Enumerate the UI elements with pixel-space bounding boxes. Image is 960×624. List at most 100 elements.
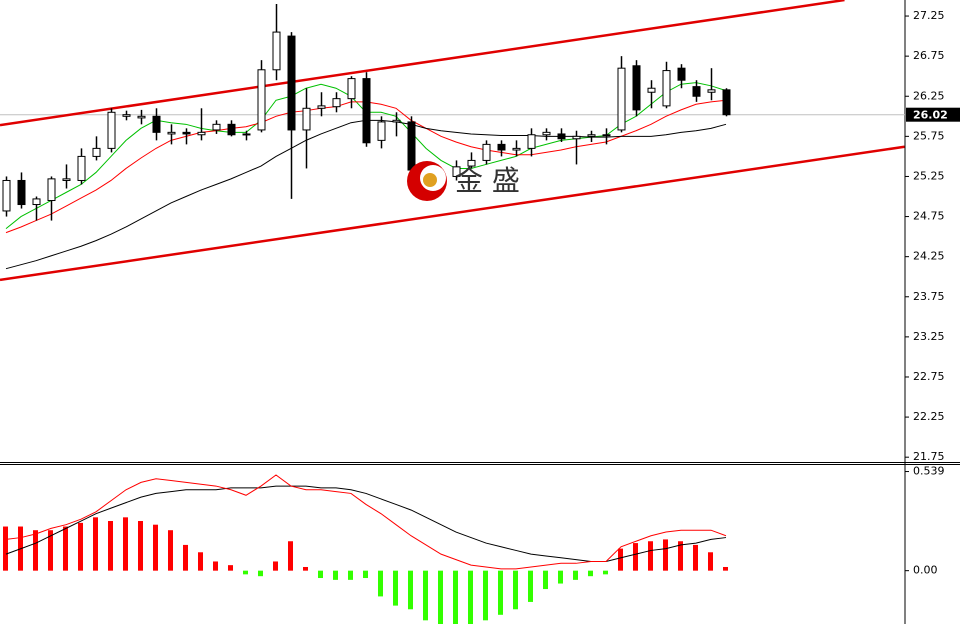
candle-body (542, 131, 551, 136)
histogram-bar (288, 541, 293, 571)
histogram-bar (153, 524, 158, 571)
candle-body (512, 147, 521, 151)
y-tick-label: 0.00 (913, 564, 938, 577)
y-tick-label: 22.75 (913, 370, 945, 383)
candle-body (602, 134, 611, 137)
candle-body (317, 105, 326, 109)
y-tick-label: 21.75 (913, 450, 945, 463)
histogram-bar (198, 552, 203, 571)
histogram-bar (603, 570, 608, 575)
candle-body (662, 70, 671, 107)
macd-pane (3, 474, 728, 624)
histogram-bar (618, 548, 623, 571)
histogram-bar (693, 544, 698, 571)
candle-body (392, 119, 401, 123)
histogram-bar (123, 517, 128, 571)
histogram-bar (348, 570, 353, 580)
histogram-bar (723, 566, 728, 571)
histogram-bar (93, 517, 98, 571)
histogram-bar (708, 552, 713, 571)
candle-body (677, 67, 686, 81)
histogram-bar (33, 530, 38, 571)
histogram-bar (378, 570, 383, 597)
candle-body (527, 134, 536, 149)
histogram-bar (663, 539, 668, 571)
histogram-bar (363, 570, 368, 579)
candle-body (332, 98, 341, 108)
y-tick-label: 25.75 (913, 129, 945, 142)
y-tick-label: 26.75 (913, 49, 945, 62)
y-tick-label: 26.25 (913, 89, 945, 102)
candle-body (182, 131, 191, 135)
watermark: 金 盛 (407, 161, 520, 201)
histogram-bar (138, 521, 143, 571)
last-price-label: 26.02 (913, 109, 948, 122)
candle-body (212, 123, 221, 131)
y-tick-label: 23.75 (913, 290, 945, 303)
histogram-bar (213, 561, 218, 571)
histogram-bar (3, 526, 8, 571)
histogram-bar (243, 570, 248, 575)
histogram-bar (273, 561, 278, 571)
histogram-bar (63, 526, 68, 571)
y-tick-label: 22.25 (913, 410, 945, 423)
candle-body (722, 89, 731, 116)
candle-body (482, 143, 491, 161)
histogram-bar (558, 570, 563, 584)
candle-body (32, 198, 41, 206)
histogram-bar (483, 570, 488, 621)
histogram-bar (543, 570, 548, 590)
last-price-box (906, 107, 960, 122)
histogram-bar (303, 566, 308, 571)
y-tick-label: 25.25 (913, 169, 945, 182)
candle-body (152, 115, 161, 133)
candle-body (647, 87, 656, 93)
histogram-bar (78, 522, 83, 571)
histogram-bar (48, 530, 53, 571)
histogram-bar (648, 541, 653, 571)
candle-body (197, 131, 206, 136)
candle-body (302, 107, 311, 131)
candle-body (272, 31, 281, 71)
histogram-bar (528, 570, 533, 602)
trendline (0, 145, 905, 282)
histogram-bar (438, 570, 443, 624)
candle-body (47, 178, 56, 202)
y-tick-label: 0.539 (913, 465, 945, 478)
histogram-bar (588, 570, 593, 577)
histogram-bar (393, 570, 398, 606)
candle-body (167, 131, 176, 135)
macd-line (5, 474, 727, 570)
candle-body (497, 143, 506, 151)
candle-body (287, 35, 296, 131)
y-tick-label: 27.25 (913, 9, 945, 22)
candle-body (587, 134, 596, 137)
candle-body (617, 67, 626, 131)
candle-body (137, 115, 146, 119)
histogram-bar (258, 570, 263, 577)
candle-body (77, 155, 86, 181)
histogram-bar (318, 570, 323, 579)
candle-body (467, 159, 476, 167)
candle-body (122, 114, 131, 117)
candle-body (362, 78, 371, 144)
histogram-bar (468, 570, 473, 624)
histogram-bar (168, 530, 173, 571)
histogram-bar (183, 544, 188, 571)
histogram-bar (108, 521, 113, 571)
y-tick-label: 24.25 (913, 250, 945, 263)
candle-body (572, 135, 581, 140)
candle-body (407, 121, 416, 171)
candle-body (692, 86, 701, 97)
candle-body (62, 178, 71, 181)
histogram-bar (633, 543, 638, 571)
histogram-bar (228, 565, 233, 571)
candle-body (632, 65, 641, 111)
candle-body (92, 147, 101, 157)
y-tick-label: 23.25 (913, 330, 945, 343)
trendline (0, 0, 845, 127)
histogram-bar (573, 570, 578, 580)
histogram-bar (333, 570, 338, 580)
